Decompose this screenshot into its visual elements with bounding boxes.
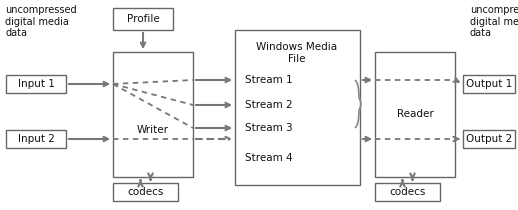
Text: Input 2: Input 2 — [18, 134, 54, 144]
Text: Stream 1: Stream 1 — [245, 75, 293, 85]
Text: Writer: Writer — [137, 125, 169, 135]
Bar — [235, 30, 360, 185]
Text: Output 2: Output 2 — [466, 134, 512, 144]
Bar — [6, 75, 66, 93]
Text: Stream 3: Stream 3 — [245, 123, 293, 133]
Bar — [113, 8, 173, 30]
Bar — [113, 183, 178, 201]
Bar — [6, 130, 66, 148]
Bar — [113, 52, 193, 177]
Text: Input 1: Input 1 — [18, 79, 54, 89]
Text: Windows Media
File: Windows Media File — [256, 42, 338, 64]
Text: codecs: codecs — [127, 187, 164, 197]
Bar — [375, 52, 455, 177]
Text: uncompressed
digital media
data: uncompressed digital media data — [5, 5, 77, 38]
Text: Output 1: Output 1 — [466, 79, 512, 89]
Text: codecs: codecs — [390, 187, 426, 197]
Bar — [463, 75, 515, 93]
Text: uncompressed
digital media
data: uncompressed digital media data — [470, 5, 518, 38]
Text: Stream 2: Stream 2 — [245, 100, 293, 110]
Text: Profile: Profile — [126, 14, 160, 24]
Text: Stream 4: Stream 4 — [245, 153, 293, 163]
Bar — [375, 183, 440, 201]
Text: Reader: Reader — [397, 109, 434, 119]
Bar — [463, 130, 515, 148]
